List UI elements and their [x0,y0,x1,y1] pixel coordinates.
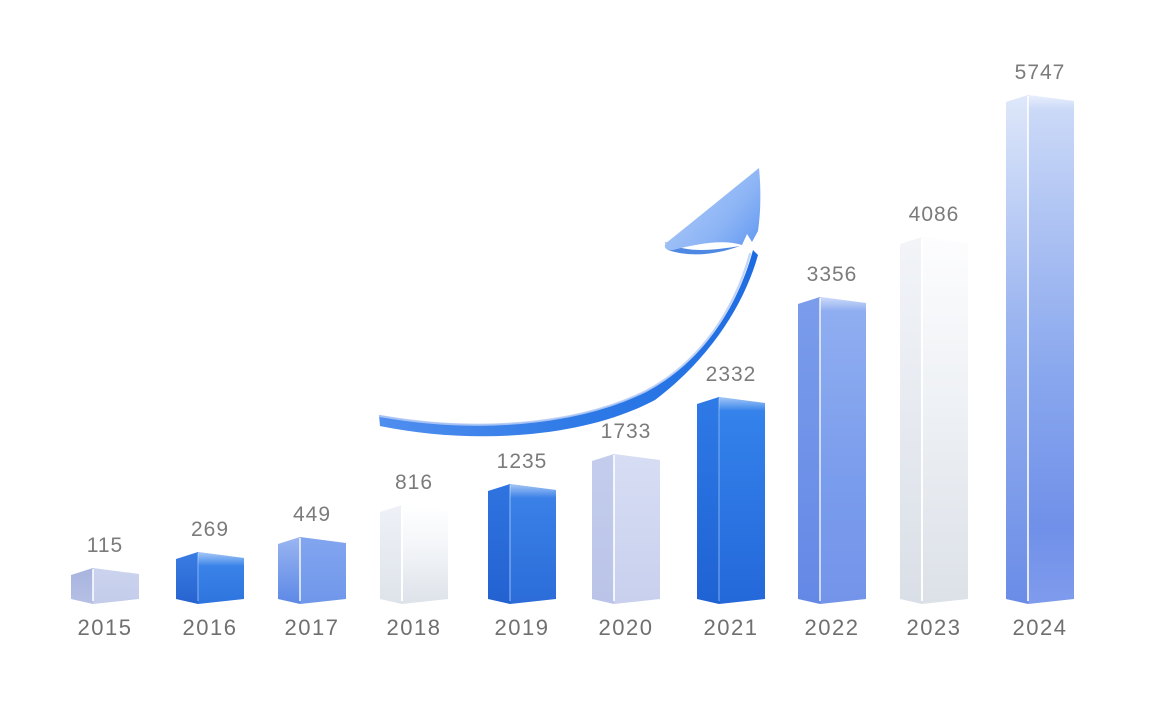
bar-year-label-2015: 2015 [77,615,133,640]
bar-left-face [71,568,93,604]
bar-corner-edge [921,238,923,601]
bar-top-glow [510,484,556,498]
bar-corner-edge [509,485,511,601]
bar-value-label-2021: 2332 [705,363,757,386]
growth-arrow-icon [378,168,761,437]
bar-corner-edge [92,569,94,601]
bar-value-label-2017: 449 [292,503,332,526]
bar-front-face [922,237,968,604]
bar-left-face [1006,95,1028,604]
bar-value-label-2016: 269 [190,518,230,541]
bar-top-glow [820,297,866,311]
bar-left-face [798,297,820,604]
bar-corner-edge [299,538,301,601]
bar-left-face [488,484,510,604]
arrow-body-highlight [378,252,752,426]
arrow-body [379,250,758,437]
bar-corner-edge [197,553,199,601]
bar-year-label-2016: 2016 [182,615,238,640]
bar-corner-edge [613,455,615,601]
bar-value-label-2024: 5747 [1014,61,1066,84]
bar-corner-edge [1027,96,1029,601]
bar-front-face [402,505,448,604]
bar-front-face [510,484,556,604]
bar-2023 [900,237,968,604]
bar-left-face [900,237,922,604]
bar-year-label-2019: 2019 [494,615,550,640]
bar-left-face [592,454,614,604]
bar-year-label-2017: 2017 [284,615,340,640]
bar-year-label-2018: 2018 [386,615,442,640]
bar-2022 [798,297,866,604]
bar-2016 [176,552,244,604]
bar-corner-edge [718,398,720,601]
bar-year-label-2021: 2021 [703,615,759,640]
bar-value-label-2015: 115 [86,534,124,557]
bar-top-glow [719,397,765,411]
bar-top-glow [1028,95,1074,109]
bar-value-label-2023: 4086 [908,203,960,226]
bar-year-label-2023: 2023 [906,615,962,640]
bar-front-face [1028,95,1074,604]
arrow-head-shadow [665,242,740,255]
bar-left-face [380,505,402,604]
bar-value-label-2018: 816 [394,471,434,494]
bar-left-face [278,537,300,604]
bar-corner-edge [819,298,821,601]
bar-front-face [719,397,765,604]
bar-2015 [71,568,139,604]
bar-left-face [697,397,719,604]
bar-2018 [380,505,448,604]
arrow-head [664,168,761,251]
bar-2017 [278,537,346,604]
bar-front-face [614,454,660,604]
bar-value-label-2022: 3356 [806,263,858,286]
bar-front-face [93,568,139,604]
bar-year-label-2020: 2020 [598,615,654,640]
bar-2021 [697,397,765,604]
bar-2024 [1006,95,1074,604]
bar-front-face [300,537,346,604]
bar-year-label-2024: 2024 [1012,615,1068,640]
bar-2019 [488,484,556,604]
bar-front-face [820,297,866,604]
bar-top-glow [198,552,244,566]
bar-year-label-2022: 2022 [804,615,860,640]
bar-left-face [176,552,198,604]
bar-value-label-2020: 1733 [600,420,652,443]
bar-value-label-2019: 1235 [496,450,548,473]
bar-corner-edge [401,506,403,601]
bar-2020 [592,454,660,604]
